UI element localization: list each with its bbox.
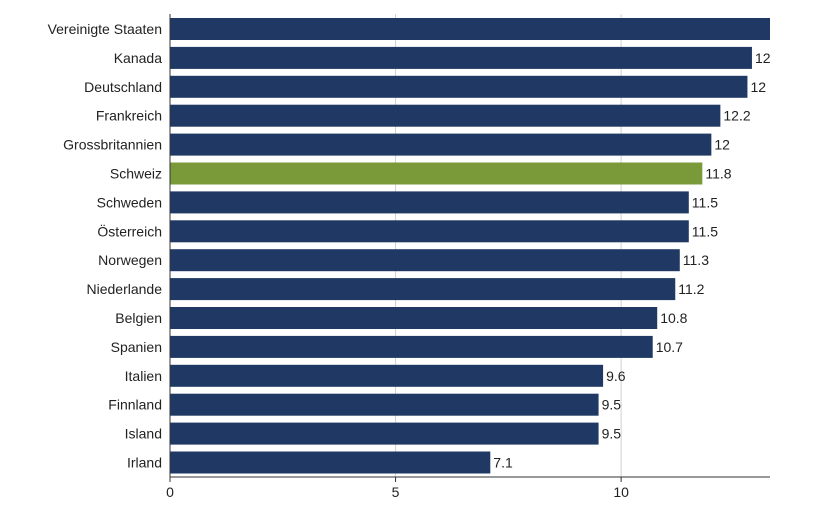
- category-label: Vereinigte Staaten: [48, 21, 162, 37]
- data-label: 10.8: [660, 310, 687, 326]
- bar: [170, 364, 604, 387]
- bar-layer: Vereinigte Staaten Kanada 12 Deutschland 12 F…: [48, 18, 771, 474]
- x-tick-label: 5: [392, 484, 400, 500]
- data-label: 7.1: [493, 455, 513, 471]
- category-label: Irland: [127, 455, 162, 471]
- bar: [170, 18, 770, 40]
- bar: [170, 307, 658, 329]
- bar: [170, 46, 752, 69]
- category-label: Norwegen: [98, 252, 162, 268]
- bar: [170, 422, 599, 445]
- bar: [170, 75, 748, 98]
- bar: [170, 451, 491, 474]
- data-label: 10.7: [656, 339, 683, 355]
- data-label: 11.5: [692, 194, 718, 210]
- x-tick-label: 10: [613, 484, 629, 500]
- category-label: Kanada: [114, 50, 162, 66]
- data-label: 11.8: [705, 166, 731, 182]
- data-label: 11.3: [683, 252, 709, 268]
- bar: [170, 249, 680, 272]
- x-tick-label: 0: [166, 484, 174, 500]
- data-label: 11.5: [692, 223, 718, 239]
- category-label: Spanien: [111, 339, 162, 355]
- category-label: Finnland: [108, 397, 162, 413]
- category-label: Schweiz: [110, 166, 162, 182]
- data-label: 9.5: [602, 397, 622, 413]
- category-label: Niederlande: [87, 281, 163, 297]
- category-label: Grossbritannien: [63, 137, 162, 153]
- data-label: 12: [755, 50, 771, 66]
- bar: [170, 104, 721, 127]
- bar: [170, 191, 689, 214]
- bar: [170, 162, 703, 185]
- category-label: Frankreich: [96, 108, 162, 124]
- data-label: 12: [750, 79, 766, 95]
- category-label: Österreich: [97, 222, 162, 239]
- category-label: Island: [125, 426, 162, 442]
- category-label: Deutschland: [84, 79, 162, 95]
- data-label: 12.2: [723, 108, 750, 124]
- category-label: Schweden: [97, 194, 162, 210]
- category-label: Belgien: [115, 310, 162, 326]
- category-label: Italien: [125, 368, 162, 384]
- data-label: 11.2: [678, 281, 704, 297]
- data-label: 9.6: [606, 368, 626, 384]
- data-label: 9.5: [602, 426, 622, 442]
- bar: [170, 133, 712, 156]
- bar: [170, 393, 599, 416]
- x-axis: 0 5 10: [166, 14, 770, 500]
- bar: [170, 335, 653, 358]
- data-label: 12: [714, 137, 730, 153]
- bar: [170, 220, 689, 243]
- bar: [170, 278, 676, 301]
